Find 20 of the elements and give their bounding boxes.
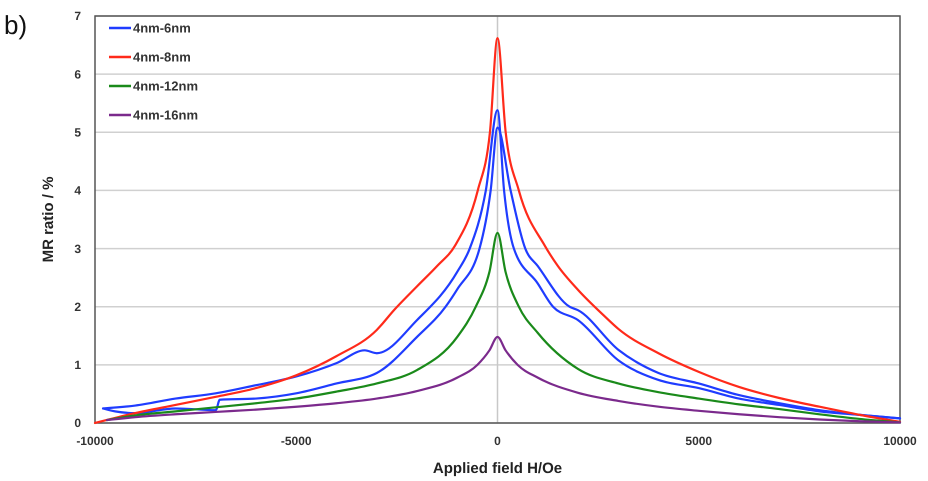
legend-label: 4nm-16nm xyxy=(133,108,198,123)
legend-label: 4nm-6nm xyxy=(133,20,191,36)
legend-label: 4nm-12nm xyxy=(133,78,198,94)
y-axis-title: MR ratio / % xyxy=(40,176,57,262)
x-tick-label: -10000 xyxy=(76,434,114,448)
y-tick-label: 4 xyxy=(74,184,82,198)
x-tick-label: 10000 xyxy=(883,434,918,448)
text: b) xyxy=(4,10,28,40)
y-tick-label: 0 xyxy=(74,416,82,430)
x-axis-title: Applied field H/Oe xyxy=(432,460,562,477)
y-tick-label: 5 xyxy=(74,125,82,140)
x-tick-label: -5000 xyxy=(280,434,312,448)
x-tick-label: 0 xyxy=(494,434,502,448)
y-tick-label: 2 xyxy=(74,300,82,314)
y-tick-label: 7 xyxy=(74,9,82,24)
y-tick-label: 1 xyxy=(74,358,82,372)
x-tick-label: 5000 xyxy=(685,434,712,448)
y-tick-label: 3 xyxy=(74,242,82,256)
legend-label: 4nm-8nm xyxy=(133,50,191,65)
y-tick-label: 6 xyxy=(74,67,82,82)
